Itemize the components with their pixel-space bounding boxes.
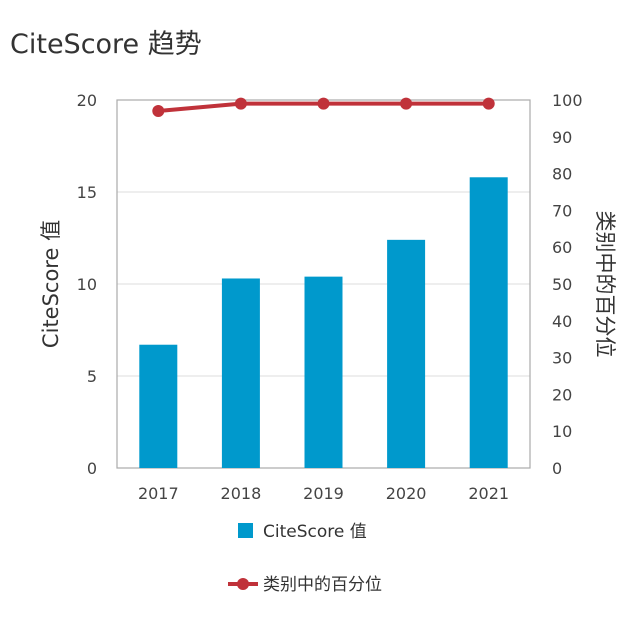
percentile-point-2021	[482, 97, 495, 110]
percentile-point-2019	[317, 97, 330, 110]
x-tick-label: 2019	[303, 484, 344, 503]
y2-tick-label: 80	[552, 165, 572, 184]
bar-2017	[139, 344, 178, 468]
y2-tick-label: 40	[552, 312, 572, 331]
y2-tick-label: 10	[552, 422, 572, 441]
chart-title: CiteScore 趋势	[10, 29, 202, 60]
y2-tick-label: 0	[552, 459, 562, 478]
y2-tick-label: 30	[552, 349, 572, 368]
x-tick-label: 2017	[138, 484, 179, 503]
y-tick-label: 15	[77, 183, 97, 202]
percentile-point-2020	[400, 97, 413, 110]
x-tick-label: 2020	[386, 484, 427, 503]
y2-axis-label: 类别中的百分位	[593, 211, 617, 358]
y2-tick-label: 60	[552, 238, 572, 257]
y-axis-label: CiteScore 值	[39, 220, 63, 348]
percentile-point-2017	[152, 105, 165, 118]
y2-tick-label: 70	[552, 201, 572, 220]
y2-tick-label: 90	[552, 128, 572, 147]
y-tick-label: 10	[77, 275, 97, 294]
y2-tick-label: 20	[552, 385, 572, 404]
bar-2020	[387, 239, 426, 468]
bar-2018	[221, 278, 260, 468]
percentile-point-2018	[234, 97, 247, 110]
y2-tick-label: 50	[552, 275, 572, 294]
bar-2021	[469, 177, 508, 468]
x-tick-label: 2021	[468, 484, 509, 503]
y-tick-label: 20	[77, 91, 97, 110]
legend-line-marker	[237, 578, 249, 590]
bar-2019	[304, 276, 343, 468]
y-tick-label: 0	[87, 459, 97, 478]
legend-bar-swatch	[238, 523, 253, 538]
legend-bar-label: CiteScore 值	[263, 522, 367, 542]
legend-line-label: 类别中的百分位	[263, 575, 382, 595]
y2-tick-label: 100	[552, 91, 583, 110]
x-tick-label: 2018	[221, 484, 262, 503]
y-tick-label: 5	[87, 367, 97, 386]
